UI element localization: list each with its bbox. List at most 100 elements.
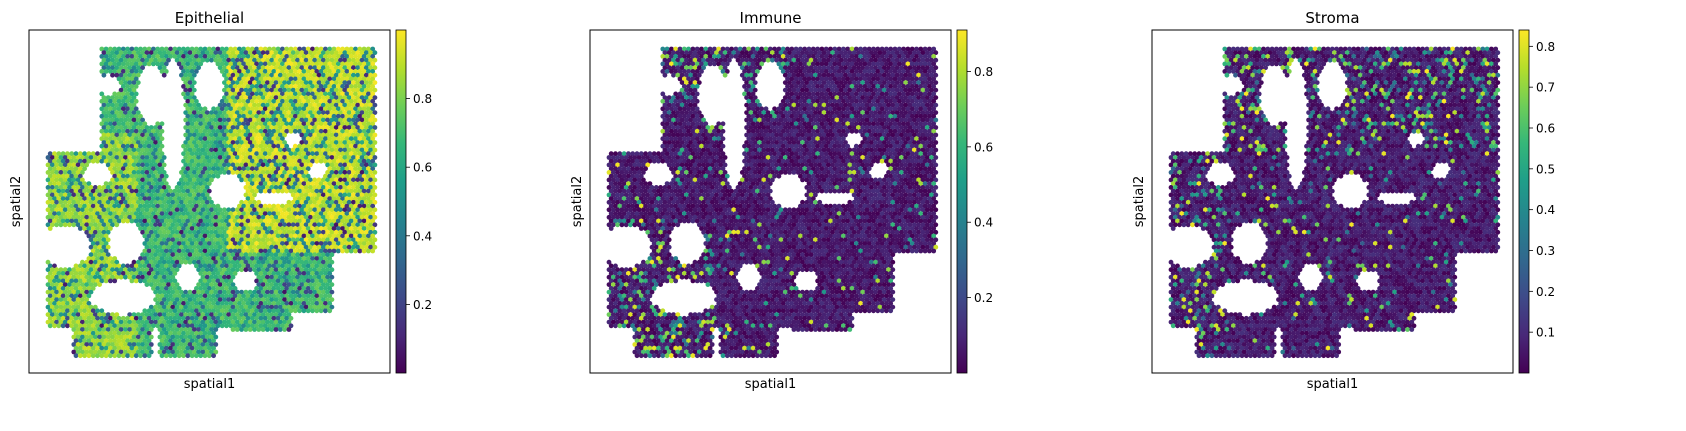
spot [114, 50, 120, 56]
spot [329, 125, 335, 130]
spot [123, 57, 128, 63]
panel-title: Immune [740, 9, 802, 27]
spot [282, 87, 287, 93]
spot [331, 128, 337, 134]
spot [185, 91, 191, 97]
spot [191, 95, 197, 100]
spot [357, 76, 363, 82]
spot [267, 136, 272, 142]
spot [99, 69, 105, 74]
spot [228, 113, 234, 119]
spot [314, 158, 320, 164]
spot [366, 128, 371, 134]
spot [245, 54, 251, 59]
spot [316, 140, 322, 145]
spot [277, 117, 283, 123]
spot [181, 76, 186, 82]
spot [335, 54, 341, 59]
spot [351, 132, 356, 138]
spot [129, 106, 135, 112]
spot [361, 113, 367, 119]
spot [310, 106, 315, 112]
spot [260, 80, 266, 85]
spot [327, 91, 333, 97]
spot [275, 91, 281, 97]
spot [183, 102, 189, 108]
spot [185, 84, 191, 89]
spot [372, 125, 378, 130]
spot [344, 54, 350, 59]
spot [146, 128, 152, 134]
spot [232, 61, 238, 67]
spot [297, 128, 302, 134]
spot [118, 125, 124, 130]
spot [135, 125, 141, 130]
spot [232, 91, 238, 97]
spot [329, 102, 335, 108]
spot [239, 177, 245, 183]
spot [318, 91, 324, 97]
spot [323, 106, 328, 112]
spot [290, 72, 296, 78]
spot [314, 113, 320, 119]
spot [112, 98, 118, 104]
spot [228, 76, 234, 82]
spot [265, 327, 270, 332]
spot [275, 128, 281, 134]
spot [228, 69, 234, 74]
spot [241, 76, 247, 82]
spot [237, 98, 242, 104]
spot [314, 121, 320, 127]
spot [370, 61, 376, 67]
spot [230, 57, 236, 63]
spot [297, 308, 302, 314]
spot [368, 132, 373, 138]
spot [344, 91, 350, 97]
spot [297, 91, 302, 97]
spot [179, 72, 184, 78]
spot [275, 69, 281, 74]
spot [357, 248, 363, 254]
spot [310, 76, 315, 82]
spot [254, 69, 259, 74]
spot [271, 61, 277, 67]
spot [333, 102, 339, 108]
spot [370, 84, 376, 89]
spot [344, 61, 350, 67]
spot [299, 110, 305, 115]
spot [226, 132, 232, 138]
spot [363, 117, 369, 123]
spot [305, 121, 311, 127]
spot [312, 110, 318, 115]
spot [226, 140, 232, 145]
spot [90, 158, 96, 164]
spot [329, 110, 335, 115]
spot [114, 222, 120, 228]
spot [368, 95, 373, 100]
spot [269, 132, 275, 138]
spot [110, 57, 115, 63]
spot [133, 46, 139, 52]
spot [155, 136, 161, 142]
spot [254, 76, 259, 82]
spot [353, 128, 358, 134]
spot [237, 121, 242, 127]
spot [226, 95, 232, 100]
spot [151, 54, 156, 59]
spot [284, 128, 290, 134]
spot [331, 113, 337, 119]
spot [103, 136, 109, 142]
spot [191, 65, 197, 71]
spot [200, 50, 206, 56]
spot [335, 248, 341, 254]
spot [260, 117, 266, 123]
spot [243, 72, 249, 78]
spot [103, 121, 109, 127]
spot [370, 54, 376, 59]
spot [237, 61, 242, 67]
spot [148, 50, 154, 56]
spot [331, 84, 337, 89]
spot [226, 87, 232, 93]
spot [187, 110, 193, 115]
spot [292, 121, 298, 127]
